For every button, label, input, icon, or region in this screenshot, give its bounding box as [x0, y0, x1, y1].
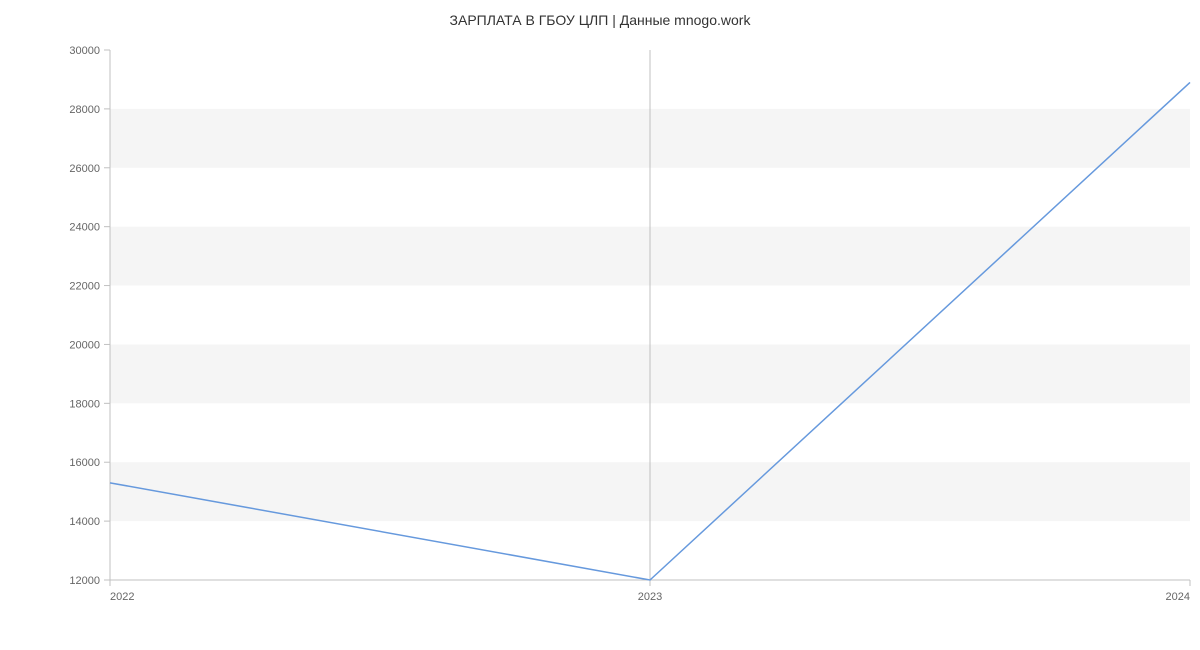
salary-line-chart: ЗАРПЛАТА В ГБОУ ЦЛП | Данные mnogo.work …: [0, 0, 1200, 650]
x-axis-ticks: 2022 2023 2024: [110, 580, 1190, 603]
y-tick-label: 24000: [69, 222, 100, 234]
y-axis-ticks: 12000 14000 16000 18000 20000 22000 24000 26000…: [69, 45, 110, 587]
x-tick-label: 2024: [1166, 591, 1190, 603]
x-tick-label: 2022: [110, 591, 134, 603]
y-tick-label: 30000: [69, 45, 100, 57]
chart-svg: 12000 14000 16000 18000 20000 22000 24000 26000…: [0, 0, 1200, 650]
y-tick-label: 20000: [69, 339, 100, 351]
y-tick-label: 18000: [69, 398, 100, 410]
y-tick-label: 14000: [69, 516, 100, 528]
y-tick-label: 16000: [69, 457, 100, 469]
y-tick-label: 26000: [69, 163, 100, 175]
y-tick-label: 22000: [69, 281, 100, 293]
y-tick-label: 12000: [69, 575, 100, 587]
y-tick-label: 28000: [69, 104, 100, 116]
x-tick-label: 2023: [638, 591, 662, 603]
